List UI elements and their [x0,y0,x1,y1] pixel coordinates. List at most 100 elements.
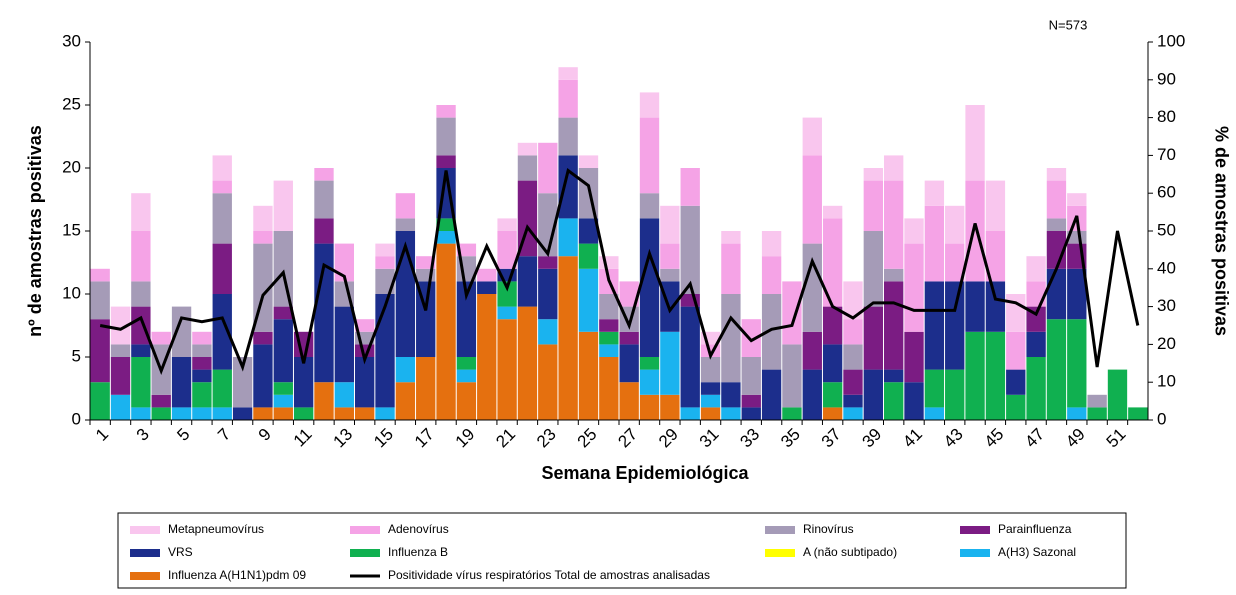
bar-segment [192,407,212,420]
x-tick-label: 47 [1021,425,1048,452]
legend-label: Parainfluenza [998,522,1072,536]
bar-segment [721,231,741,244]
y-axis-title: nº de amostras positivas [25,125,45,337]
legend-swatch [130,572,160,580]
bar-segment [639,394,660,420]
bar-segment [334,382,354,408]
bar-segment [945,243,965,282]
bar-segment [538,268,558,320]
bar-segment [273,180,293,231]
bar-segment [192,344,212,357]
bar-segment [660,331,680,395]
x-tick-label: 31 [696,425,723,452]
bar-segment [802,243,822,332]
bar-segment [843,394,863,408]
x-tick-label: 33 [736,425,763,452]
bar-segment [619,344,639,383]
bar-segment [904,218,924,244]
legend-swatch [960,549,990,557]
bar-segment [741,319,761,357]
bar-segment [843,344,863,370]
y-tick-label: 25 [62,94,81,113]
y2-tick-label: 100 [1157,31,1185,50]
bar-segment [110,344,131,357]
bar-segment [232,407,253,420]
bar-segment [212,407,232,420]
y-tick-label: 20 [62,157,81,176]
bar-segment [924,205,945,282]
bar-segment [1046,168,1067,181]
bar-segment [884,155,904,181]
bar-segment [456,281,477,357]
bar-segment [293,357,314,408]
x-tick-label: 51 [1103,425,1130,452]
y2-tick-label: 20 [1157,334,1176,353]
x-tick-label: 37 [818,425,845,452]
bar-segment [212,243,232,294]
bar-segment [1087,394,1107,408]
bar-segment [456,369,477,383]
bar-segment [700,407,721,420]
legend-label: Influenza B [388,545,448,559]
bar-segment [639,218,660,357]
bar-segment [924,281,945,370]
bar-segment [578,331,599,420]
y2-tick-label: 10 [1157,372,1176,391]
bar-segment [232,357,253,408]
bar-segment [863,180,883,231]
bar-segment [822,205,843,219]
bar-segment [904,243,924,332]
x-tick-label: 23 [533,425,560,452]
bar-segment [151,331,171,345]
bar-segment [599,357,619,420]
bar-segment [660,243,680,269]
bar-segment [416,281,436,357]
bar-segment [782,407,802,420]
bar-segment [314,168,334,181]
bar-segment [1107,369,1128,420]
x-tick-label: 5 [173,425,193,445]
bar-segment [578,155,599,168]
bar-segment [904,331,924,383]
bar-segment [1067,231,1087,244]
bar-segment [1006,294,1026,332]
x-tick-label: 1 [92,425,112,445]
bar-segment [924,407,945,420]
bar-segment [131,344,151,357]
bar-segment [436,218,456,231]
bar-segment [558,79,578,118]
bar-segment [131,281,151,307]
bar-segment [599,344,619,357]
bar-segment [314,180,334,219]
bar-segment [863,369,883,420]
bar-segment [151,394,171,408]
bar-segment [273,382,293,395]
legend-swatch [765,549,795,557]
bar-segment [863,168,883,181]
bar-segment [639,369,660,395]
bar-segment [517,155,538,181]
bar-segment [131,357,151,408]
bar-segment [1046,319,1067,420]
bar-segment [599,319,619,332]
bar-segment [497,218,517,231]
bar-segment [538,193,558,257]
x-tick-label: 49 [1062,425,1089,452]
bar-segment [904,382,924,420]
x-tick-label: 45 [981,425,1008,452]
bar-segment [741,407,761,420]
bar-segment [538,319,558,345]
bar-segment [314,243,334,383]
y2-tick-label: 30 [1157,296,1176,315]
bar-segment [721,407,741,420]
legend-swatch [130,526,160,534]
bar-segment [660,394,680,420]
bar-segment [538,256,558,269]
bar-segment [253,331,273,345]
bar-segment [395,218,416,231]
bar-segment [253,231,273,244]
bar-segment [884,369,904,383]
y2-axis-title: % de amostras positivas [1211,126,1231,336]
bar-segment [599,256,619,269]
